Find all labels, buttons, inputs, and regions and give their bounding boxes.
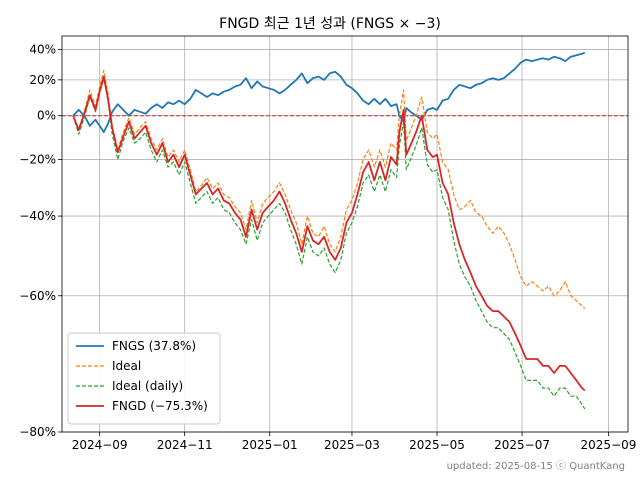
series-line-0 [72,51,586,133]
legend-label-1: Ideal [112,359,141,373]
y-tick-label: 0% [37,109,56,123]
legend-box [67,332,221,425]
x-tick-label: 2024−09 [72,438,128,452]
x-tick-label: 2025−09 [581,438,637,452]
x-axis: 2024−09 2024−11 2025−01 2025−03 2025−05 2025−… [72,432,637,452]
y-axis: 40% 20% 0% −20% −40% −60% −80% [19,43,62,439]
x-tick-label: 2025−01 [242,438,298,452]
chart-title: FNGD 최근 1년 성과 (FNGS × −3) [219,16,441,32]
y-tick-label: −60% [19,289,56,303]
series-line-1 [72,69,586,309]
x-tick-label: 2025−05 [409,438,465,452]
legend: FNGS (37.8%) Ideal Ideal (daily) FNGD (−75.… [67,332,221,425]
legend-label-2: Ideal (daily) [112,379,183,393]
series-line-3 [72,75,586,392]
plot-border [61,35,629,433]
y-tick-label: 20% [29,73,56,87]
y-tick-label: −40% [19,209,56,223]
legend-label-3: FNGD (−75.3%) [112,399,208,413]
y-tick-label: −80% [19,425,56,439]
y-tick-label: −20% [19,153,56,167]
x-tick-label: 2025−07 [494,438,550,452]
legend-label-0: FNGS (37.8%) [112,339,196,353]
y-tick-label: 40% [29,43,56,57]
series-group [72,51,586,410]
x-tick-label: 2024−11 [157,438,213,452]
footer-note: updated: 2025-08-15 ⓒ QuantKang [447,460,625,472]
x-tick-label: 2025−03 [324,438,380,452]
